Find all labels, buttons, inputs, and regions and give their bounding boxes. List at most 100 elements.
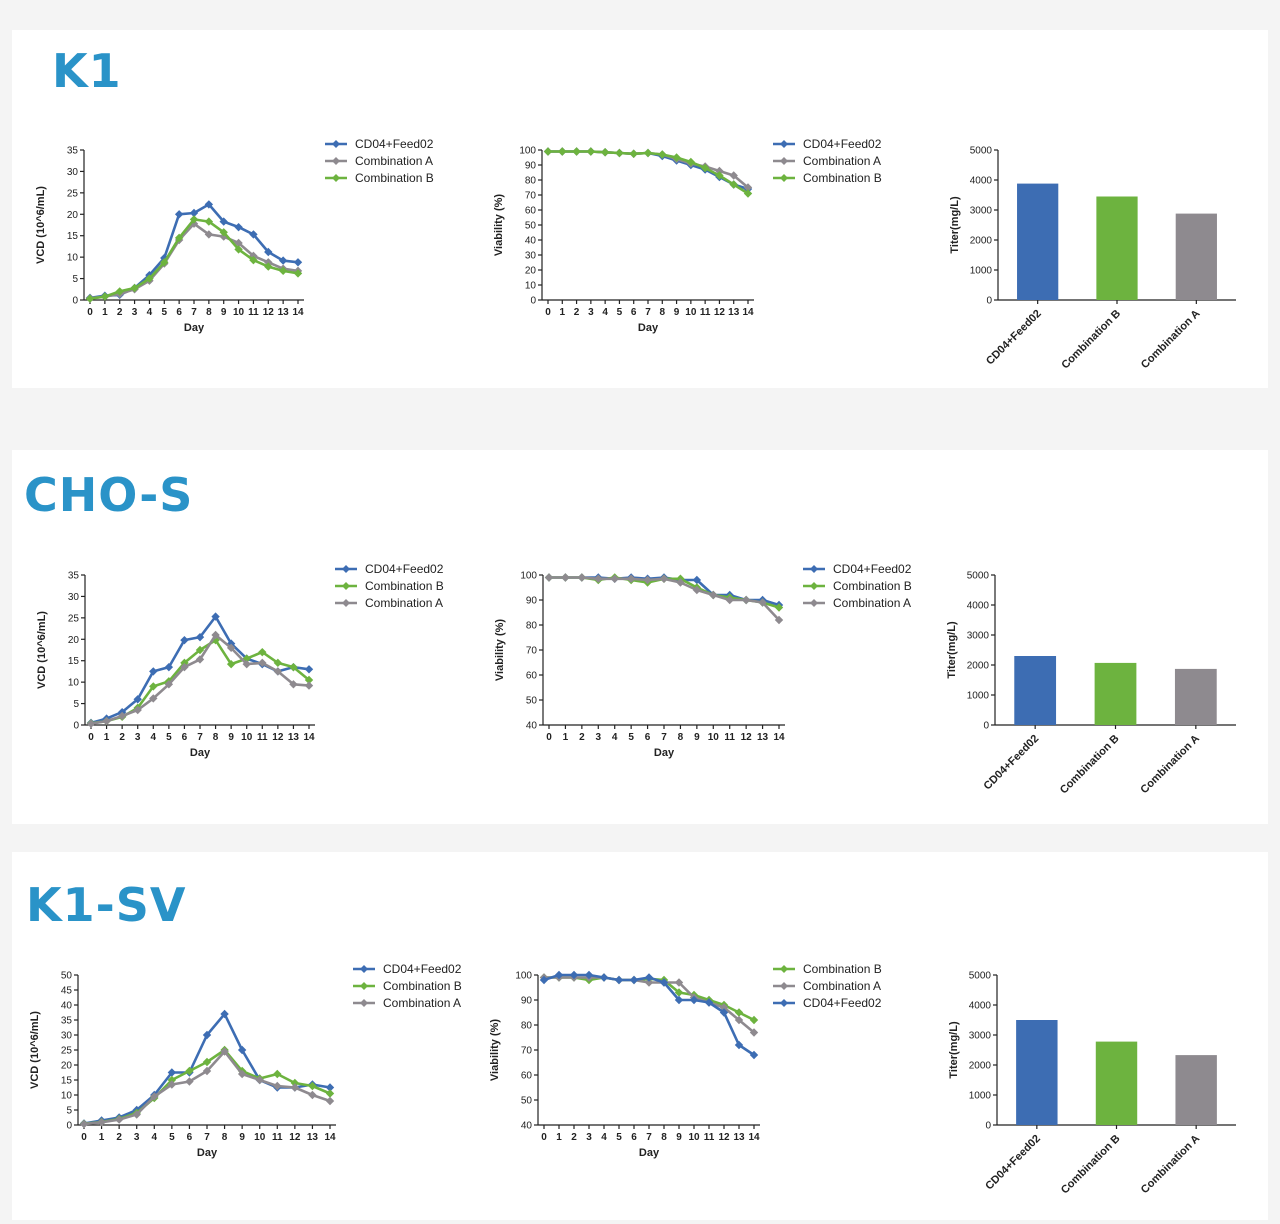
data-point-blue	[226, 639, 236, 648]
x-tick-label: 10	[254, 1132, 266, 1143]
y-tick-label: 40	[61, 1001, 73, 1012]
data-point-blue	[237, 1045, 247, 1055]
data-point-blue	[629, 975, 639, 985]
x-tick-label: 6	[182, 732, 188, 743]
x-tick-label: 11	[248, 307, 259, 318]
data-point-green	[189, 215, 199, 224]
bar-green	[1094, 662, 1137, 725]
x-tick-label: 13	[728, 307, 740, 318]
legend-marker	[332, 140, 340, 148]
y-tick-label: 25	[67, 188, 79, 199]
data-point-gray	[117, 711, 127, 721]
y-tick-label: 3000	[967, 631, 990, 642]
y-tick-label: 4000	[969, 1001, 992, 1012]
y-tick-label: 2000	[967, 661, 990, 672]
data-point-gray	[273, 1081, 282, 1091]
x-tick-label: 0	[81, 1132, 87, 1143]
y-axis-label: Titer(mg/L)	[948, 1021, 960, 1079]
legend-label: Combination A	[383, 996, 461, 1010]
y-tick-label: 4000	[970, 176, 993, 187]
y-tick-label: 35	[67, 146, 79, 157]
data-point-gray	[132, 1110, 141, 1119]
data-point-green	[195, 645, 205, 655]
data-point-green	[185, 1066, 194, 1076]
y-tick-label: 1000	[967, 691, 990, 702]
legend-marker	[810, 582, 818, 590]
y-tick-label: 10	[68, 678, 80, 689]
data-point-gray	[743, 183, 753, 192]
x-axis-label: Day	[197, 1147, 218, 1159]
x-tick-label: 8	[213, 732, 219, 743]
data-point-blue	[234, 222, 243, 232]
data-point-gray	[325, 1096, 335, 1106]
legend-label: Combination B	[833, 579, 912, 593]
data-point-green	[658, 150, 667, 159]
legend-marker	[342, 582, 350, 590]
data-point-green	[234, 245, 243, 254]
legend-label: Combination A	[365, 596, 443, 610]
y-tick-label: 0	[986, 296, 992, 307]
data-point-gray	[308, 1090, 317, 1100]
x-category-label: Combination A	[1139, 308, 1203, 372]
data-point-green	[643, 148, 653, 158]
chart-k1-titer: 0 1000 2000 3000 4000 5000 Titer(mg/L) CD04+Fee…	[949, 146, 1236, 372]
x-tick-label: 4	[151, 732, 157, 743]
y-axis-label: Titer(mg/L)	[949, 196, 961, 254]
y-tick-label: 2000	[970, 236, 993, 247]
y-tick-label: 90	[526, 596, 538, 607]
y-tick-label: 70	[521, 1046, 533, 1057]
x-tick-label: 8	[222, 1132, 228, 1143]
x-tick-label: 14	[292, 307, 304, 318]
data-point-gray	[304, 681, 314, 690]
x-tick-label: 2	[119, 732, 125, 743]
data-point-gray	[692, 585, 702, 595]
data-point-blue	[293, 258, 303, 267]
x-axis-label: Day	[639, 1147, 660, 1159]
y-tick-label: 25	[68, 613, 80, 624]
legend-marker	[332, 157, 340, 165]
x-tick-label: 13	[288, 732, 300, 743]
y-tick-label: 30	[67, 167, 79, 178]
x-tick-label: 8	[661, 1132, 667, 1143]
data-point-blue	[689, 995, 699, 1005]
y-tick-label: 100	[515, 971, 532, 982]
data-point-blue	[264, 247, 273, 257]
data-point-blue	[644, 973, 654, 982]
x-tick-label: 10	[685, 307, 697, 318]
x-tick-label: 9	[239, 1132, 245, 1143]
x-tick-label: 12	[263, 307, 275, 318]
x-tick-label: 13	[278, 307, 290, 318]
legend-marker	[780, 999, 788, 1007]
y-tick-label: 70	[525, 191, 537, 202]
data-point-green	[264, 262, 273, 271]
y-tick-label: 4000	[967, 601, 990, 612]
x-tick-label: 3	[588, 307, 594, 318]
legend-marker	[810, 599, 818, 607]
x-tick-label: 14	[303, 732, 315, 743]
data-point-gray	[290, 1083, 300, 1092]
x-tick-label: 7	[645, 307, 651, 318]
data-point-green	[204, 217, 214, 226]
data-point-gray	[729, 171, 738, 180]
data-point-blue	[659, 978, 669, 987]
y-tick-label: 5	[72, 274, 78, 285]
data-point-green	[219, 228, 228, 237]
data-point-gray	[626, 574, 636, 583]
x-tick-label: 10	[241, 732, 253, 743]
data-point-green	[715, 171, 724, 180]
x-tick-label: 5	[616, 1132, 622, 1143]
x-tick-label: 10	[688, 1132, 700, 1143]
x-category-label: CD04+Feed02	[984, 308, 1044, 368]
x-category-label: Combination A	[1138, 733, 1202, 797]
data-point-gray	[741, 595, 751, 605]
data-point-green	[273, 1069, 282, 1079]
y-axis-label: Titer(mg/L)	[946, 621, 958, 679]
x-tick-label: 13	[733, 1132, 745, 1143]
data-point-blue	[749, 1050, 759, 1060]
y-tick-label: 60	[526, 671, 538, 682]
data-point-gray	[150, 1092, 159, 1101]
x-tick-label: 5	[162, 307, 168, 318]
x-category-label: CD04+Feed02	[983, 1133, 1043, 1193]
